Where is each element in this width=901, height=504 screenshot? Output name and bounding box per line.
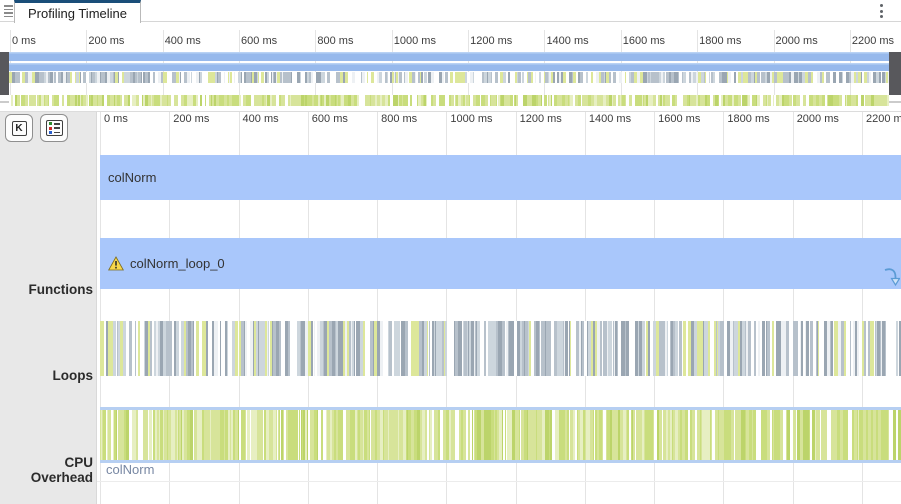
tick-label: 2200 ms bbox=[851, 35, 895, 47]
row-separator bbox=[97, 481, 901, 482]
grid-line bbox=[307, 112, 309, 504]
tick-label: 1600 ms bbox=[622, 35, 665, 47]
jump-to-source-arrow-icon[interactable] bbox=[884, 266, 900, 288]
minimap-gpu-activities-stripes[interactable] bbox=[9, 95, 889, 106]
grid-line bbox=[100, 112, 101, 504]
functions-event-bar[interactable]: colNorm bbox=[100, 155, 901, 200]
minimap-right-handle[interactable] bbox=[889, 52, 901, 95]
tick-label: 1800 ms bbox=[727, 113, 770, 125]
timeline-gridlines bbox=[0, 112, 901, 504]
warning-icon bbox=[108, 256, 124, 271]
functions-bar-label: colNorm bbox=[108, 170, 157, 185]
row-label-functions: Functions bbox=[28, 282, 94, 297]
tick-label: 0 ms bbox=[104, 113, 128, 125]
tick-label: 1400 ms bbox=[546, 35, 589, 47]
tick-label: 2200 ms bbox=[865, 113, 901, 125]
tick-label: 2000 ms bbox=[775, 35, 818, 47]
row-label-cpu-overhead: CPU Overhead bbox=[30, 455, 93, 485]
tick-label: 1000 ms bbox=[450, 113, 493, 125]
grid-line bbox=[584, 112, 586, 504]
grid-line bbox=[515, 112, 517, 504]
title-bar: Profiling Timeline bbox=[0, 0, 901, 23]
tick-label: 400 ms bbox=[242, 113, 279, 125]
row-header-sidebar: K Functions Loops CPU Overhead GPU Activ… bbox=[0, 112, 97, 504]
tick-label: 1600 ms bbox=[658, 113, 701, 125]
gpu-sublabel: colNorm bbox=[106, 462, 155, 477]
cpu-overhead-activity-row[interactable] bbox=[100, 321, 901, 376]
grid-line bbox=[169, 112, 171, 504]
gpu-activities-row[interactable] bbox=[100, 407, 901, 463]
tab-title: Profiling Timeline bbox=[28, 5, 127, 21]
kernel-icon: K bbox=[11, 120, 27, 136]
tick-label: 200 ms bbox=[173, 113, 210, 125]
tick-label: 800 ms bbox=[317, 35, 354, 47]
loops-event-bar[interactable]: colNorm_loop_0 bbox=[100, 238, 901, 289]
loops-bar-label: colNorm_loop_0 bbox=[130, 256, 225, 271]
tick-label: 0 ms bbox=[12, 35, 36, 47]
tick-label: 1000 ms bbox=[393, 35, 436, 47]
timeline-panel-border bbox=[0, 111, 901, 112]
grid-line bbox=[238, 112, 240, 504]
legend-button[interactable] bbox=[40, 114, 68, 142]
tick-label: 200 ms bbox=[88, 35, 125, 47]
tick-label: 1800 ms bbox=[699, 35, 742, 47]
minimap-left-handle[interactable] bbox=[0, 52, 9, 95]
minimap-loops-bar[interactable] bbox=[9, 63, 889, 71]
kebab-menu-icon[interactable] bbox=[879, 4, 883, 18]
panel-drag-handle-icon[interactable] bbox=[4, 4, 13, 18]
overview-time-ruler: 0 ms 200 ms 400 ms 600 ms 800 ms 1000 ms 1200 … bbox=[0, 35, 901, 49]
tick-label: 1200 ms bbox=[470, 35, 513, 47]
gpu-activities-stripes bbox=[100, 410, 901, 460]
timeline-time-ruler: 0 ms 200 ms 400 ms 600 ms 800 ms 1000 ms 1200 … bbox=[0, 113, 901, 127]
tick-label: 400 ms bbox=[164, 35, 201, 47]
legend-icon bbox=[45, 120, 63, 136]
tick-label: 800 ms bbox=[381, 113, 418, 125]
grid-line bbox=[792, 112, 794, 504]
grid-line bbox=[446, 112, 448, 504]
minimap-functions-bar[interactable] bbox=[9, 52, 889, 61]
grid-line bbox=[377, 112, 379, 504]
grid-line bbox=[654, 112, 656, 504]
tick-label: 600 ms bbox=[311, 113, 348, 125]
tab-profiling-timeline[interactable]: Profiling Timeline bbox=[14, 0, 141, 23]
grid-line bbox=[723, 112, 725, 504]
minimap-cpu-overhead-stripes[interactable] bbox=[9, 72, 889, 83]
grid-line bbox=[861, 112, 863, 504]
row-label-loops: Loops bbox=[52, 368, 94, 383]
tick-label: 600 ms bbox=[241, 35, 278, 47]
tick-label: 2000 ms bbox=[796, 113, 839, 125]
tick-label: 1200 ms bbox=[519, 113, 562, 125]
tick-label: 1400 ms bbox=[588, 113, 632, 125]
kernel-filter-button[interactable]: K bbox=[5, 114, 33, 142]
